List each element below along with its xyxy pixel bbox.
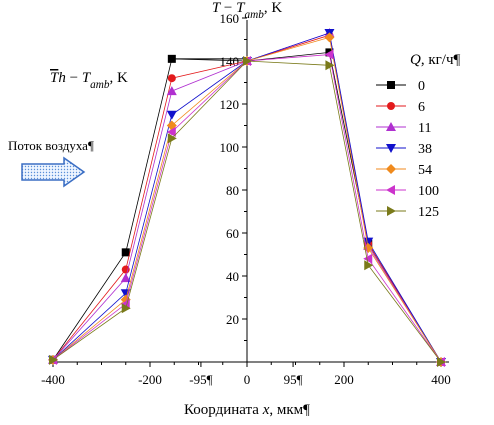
mean-temperature-label-part: , K (110, 70, 129, 86)
legend-marker (386, 144, 396, 153)
x-tick-label: -400 (41, 372, 65, 387)
legend-label: 11 (418, 121, 431, 136)
x-tick-label: 95¶ (284, 372, 303, 387)
y-tick-label: 20 (226, 312, 239, 327)
data-point (167, 54, 176, 63)
series-125 (49, 56, 446, 367)
legend-label: 38 (418, 142, 432, 157)
x-tick-label: -95¶ (189, 372, 212, 387)
x-axis-label-part: Координата (184, 402, 263, 418)
y-tick-label: 100 (220, 140, 240, 155)
y-axis-label-part: , K (264, 0, 283, 16)
legend-label: 0 (418, 79, 425, 94)
legend-marker (387, 206, 396, 216)
data-point (363, 237, 374, 247)
mean-temperature-label-part: − (66, 70, 82, 86)
y-tick-label: 120 (220, 97, 240, 112)
legend-item: 54 (376, 163, 432, 178)
data-point (324, 49, 334, 60)
data-point (325, 60, 335, 71)
data-point (243, 56, 252, 66)
y-tick-label: 80 (226, 183, 239, 198)
legend: Q, кг/ч¶ 0 6 11 38 54 100 125 (376, 52, 460, 220)
legend-marker (386, 164, 396, 174)
series-layer (48, 28, 446, 367)
data-point (363, 253, 373, 264)
legend-item: 11 (376, 121, 431, 136)
legend-title-part: Q (410, 52, 421, 68)
legend-label: 6 (418, 100, 425, 115)
legend-marker (386, 185, 395, 195)
y-tick-label: 40 (226, 269, 239, 284)
mean-temperature-label: Th − Tamb, K (50, 70, 128, 91)
axes: -400 -200 -95¶ 0 95¶ 200 400204060801001201401… (41, 0, 451, 418)
airflow-arrow-icon (21, 156, 86, 188)
y-tick-label: 60 (226, 226, 239, 241)
y-axis-label-part: amb (244, 9, 264, 21)
legend-marker (386, 122, 396, 131)
mean-temperature-label-part: T (50, 70, 60, 86)
y-axis-label: T − Tamb, K (212, 0, 283, 21)
x-axis-label-part: , мкм¶ (269, 402, 310, 418)
data-point (167, 74, 176, 83)
legend-label: 100 (418, 184, 439, 199)
legend-item: 0 (376, 79, 425, 94)
x-tick-label: 0 (244, 372, 251, 387)
legend-item: 100 (376, 184, 439, 199)
legend-item: 125 (376, 205, 439, 220)
y-tick-label: 140 (220, 54, 240, 69)
data-point (437, 357, 446, 367)
mean-temperature-label-part: h (58, 70, 66, 86)
data-point (324, 32, 335, 43)
mean-temperature-label-part: amb (90, 79, 110, 91)
legend-item: 38 (376, 142, 432, 157)
x-tick-label: 400 (431, 372, 451, 387)
data-point (166, 126, 176, 137)
legend-label: 54 (418, 163, 432, 178)
data-point (166, 86, 177, 96)
y-axis-label-part: T (212, 0, 222, 16)
legend-label: 125 (418, 205, 439, 220)
airflow-label: Поток воздуха¶ (8, 138, 94, 153)
data-point (364, 260, 374, 271)
data-point (167, 133, 177, 144)
mean-temperature-label-part: T (82, 70, 92, 86)
x-axis-label-part: x (262, 402, 270, 418)
legend-marker (387, 102, 395, 110)
data-point (166, 110, 177, 120)
legend-title-part: , кг/ч¶ (421, 52, 461, 68)
data-point (120, 273, 131, 283)
x-tick-label: -200 (138, 372, 162, 387)
data-point (121, 303, 131, 314)
x-tick-label: 200 (334, 372, 354, 387)
y-axis-label-part: − (220, 0, 236, 16)
data-point (49, 354, 58, 365)
legend-title: Q, кг/ч¶ (410, 52, 460, 68)
y-axis-label-part: T (236, 0, 246, 16)
y-tick-label: 160 (220, 11, 240, 26)
legend-item: 6 (376, 100, 425, 115)
x-axis-label: Координата x, мкм¶ (184, 402, 310, 418)
legend-marker (387, 81, 395, 89)
data-point (121, 248, 130, 257)
